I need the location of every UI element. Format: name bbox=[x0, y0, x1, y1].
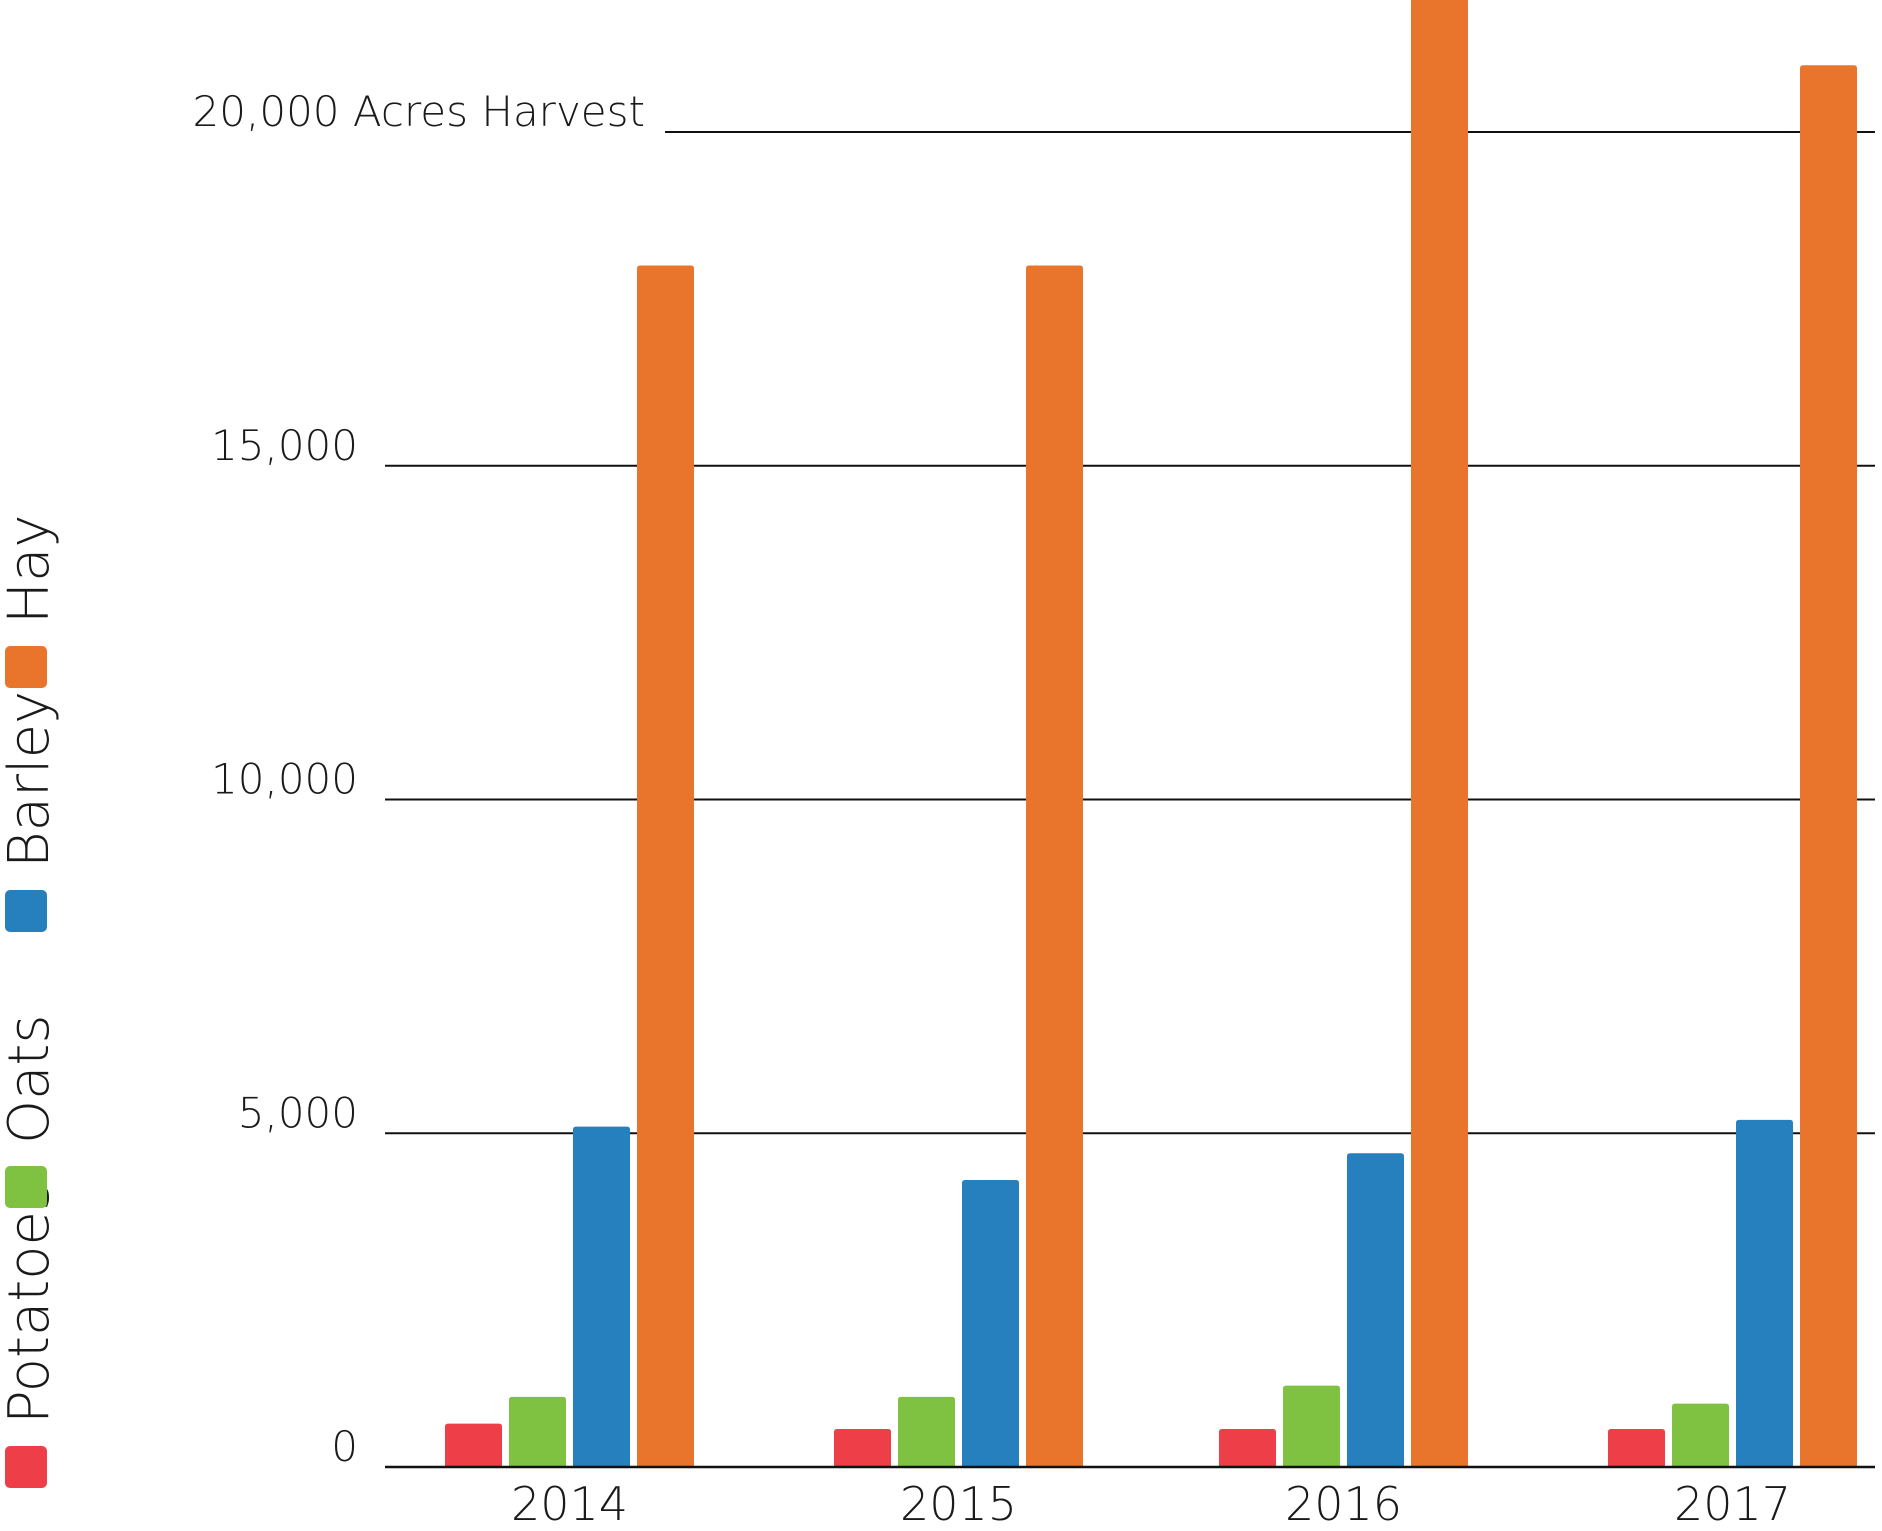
y-tick-label: 10,000 bbox=[211, 755, 358, 804]
bar-hay-2016 bbox=[1411, 0, 1468, 1467]
bar-oats-2017 bbox=[1672, 1403, 1729, 1467]
bar-potatoes-2016 bbox=[1219, 1428, 1276, 1467]
x-tick-label: 2017 bbox=[1674, 1477, 1791, 1531]
legend-label-barley: Barley bbox=[0, 691, 62, 868]
bar-barley-2017 bbox=[1736, 1119, 1793, 1467]
bar-barley-2015 bbox=[962, 1179, 1019, 1467]
x-tick-label: 2016 bbox=[1285, 1477, 1402, 1531]
x-tick-label: 2014 bbox=[511, 1477, 628, 1531]
bar-potatoes-2017 bbox=[1608, 1428, 1665, 1467]
bar-potatoes-2015 bbox=[834, 1428, 891, 1467]
legend: Potatoes Oats Barley Hay bbox=[0, 514, 62, 1488]
bar-potatoes-2014 bbox=[445, 1423, 502, 1467]
bar-oats-2015 bbox=[898, 1396, 955, 1467]
legend-swatch-hay bbox=[5, 646, 47, 688]
y-tick-label: 0 bbox=[331, 1422, 358, 1471]
y-axis-ticks: 0 5,000 10,000 15,000 20,000 Acres Harvest bbox=[193, 87, 645, 1471]
legend-swatch-potatoes bbox=[5, 1446, 47, 1488]
y-tick-label: 20,000 Acres Harvest bbox=[193, 87, 645, 136]
gridlines bbox=[385, 131, 1875, 1135]
bar-hay-2017 bbox=[1800, 65, 1857, 1467]
legend-swatch-oats bbox=[5, 1166, 47, 1208]
bar-oats-2014 bbox=[509, 1396, 566, 1467]
bars bbox=[445, 0, 1857, 1467]
legend-label-oats: Oats bbox=[0, 1014, 62, 1144]
bar-hay-2014 bbox=[637, 265, 694, 1467]
legend-label-hay: Hay bbox=[0, 514, 62, 624]
x-tick-label: 2015 bbox=[900, 1477, 1017, 1531]
y-tick-label: 15,000 bbox=[211, 421, 358, 470]
x-axis-labels: 2014 2015 2016 2017 bbox=[511, 1477, 1791, 1531]
bar-hay-2015 bbox=[1026, 265, 1083, 1467]
legend-group: Potatoes Oats Barley Hay bbox=[0, 514, 62, 1488]
legend-label-potatoes: Potatoes bbox=[0, 1182, 62, 1424]
bar-oats-2016 bbox=[1283, 1385, 1340, 1467]
bar-barley-2014 bbox=[573, 1126, 630, 1467]
bar-barley-2016 bbox=[1347, 1153, 1404, 1467]
y-tick-label: 5,000 bbox=[238, 1088, 358, 1137]
legend-swatch-barley bbox=[5, 890, 47, 932]
